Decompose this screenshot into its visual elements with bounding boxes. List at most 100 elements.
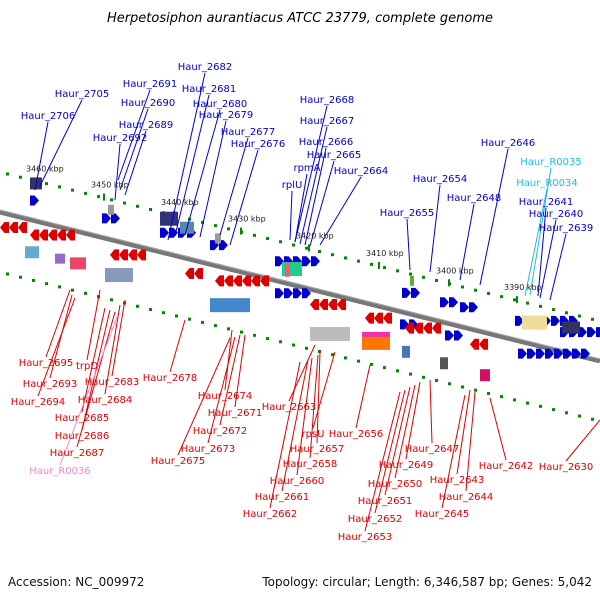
ruler-dot bbox=[266, 337, 269, 341]
top-gene-label: Haur_2665 bbox=[307, 150, 362, 161]
ruler-dot bbox=[58, 185, 61, 189]
bottom-leader-line bbox=[37, 297, 76, 397]
ruler-dot bbox=[487, 391, 490, 395]
top-leader-line bbox=[406, 218, 411, 271]
ruler-tick-label: 3410 kbp bbox=[366, 249, 404, 258]
top-leader-line bbox=[199, 120, 227, 238]
bottom-gene-label: Haur_2662 bbox=[243, 509, 298, 520]
ruler-dot bbox=[162, 311, 165, 315]
top-leader-line bbox=[294, 105, 328, 243]
reverse-gene-arrow bbox=[194, 267, 203, 279]
forward-gene-arrow bbox=[518, 348, 527, 359]
bottom-gene-label: Haur_2685 bbox=[55, 413, 110, 424]
bottom-gene-label: Haur_2661 bbox=[255, 492, 310, 503]
top-gene-label: Haur_2655 bbox=[380, 208, 435, 219]
bottom-leader-line bbox=[456, 389, 471, 475]
bottom-leader-line bbox=[374, 389, 406, 514]
ruler-dot bbox=[71, 188, 74, 192]
top-leader-line bbox=[479, 148, 509, 286]
bottom-gene-label: Haur_R0036 bbox=[29, 466, 91, 477]
genome-backbone bbox=[0, 209, 600, 364]
bottom-leader-line bbox=[49, 294, 73, 379]
forward-gene-arrow bbox=[160, 227, 169, 238]
ruler-dot bbox=[110, 298, 113, 302]
bottom-leader-line bbox=[355, 364, 371, 429]
ruler-dot bbox=[461, 385, 464, 389]
ruler-dot bbox=[578, 414, 581, 418]
top-leader-line bbox=[459, 203, 475, 281]
forward-gene-arrow bbox=[275, 256, 284, 267]
gene-feature-box bbox=[108, 204, 114, 215]
ruler-dot bbox=[214, 324, 217, 328]
bottom-leader-line bbox=[104, 304, 121, 395]
bottom-leader-line bbox=[86, 289, 101, 361]
top-gene-label: Haur_2677 bbox=[221, 127, 276, 138]
ruler-dot bbox=[409, 372, 412, 376]
ruler-dot bbox=[318, 349, 321, 353]
ruler-dot bbox=[71, 288, 74, 292]
forward-gene-arrow bbox=[445, 330, 454, 341]
gene-feature-box bbox=[402, 345, 410, 358]
reverse-gene-arrow bbox=[30, 229, 39, 241]
top-gene-label: Haur_2646 bbox=[481, 138, 536, 149]
top-leader-line bbox=[299, 126, 328, 245]
ruler-dot bbox=[6, 172, 9, 176]
bottom-gene-label: Haur_2650 bbox=[368, 479, 423, 490]
reverse-gene-arrow bbox=[479, 338, 488, 350]
forward-gene-arrow bbox=[311, 256, 320, 267]
ruler-dot bbox=[305, 346, 308, 350]
top-leader-line bbox=[524, 188, 548, 297]
top-leader-line bbox=[429, 184, 441, 273]
ruler-dot bbox=[84, 191, 87, 195]
ruler-dot bbox=[253, 233, 256, 237]
reverse-gene-arrow bbox=[405, 322, 414, 334]
gene-feature-box bbox=[522, 315, 547, 330]
ruler-dot bbox=[227, 227, 230, 231]
reverse-gene-arrow bbox=[337, 298, 346, 310]
ruler-dot bbox=[513, 398, 516, 402]
ruler-tick-label: 3450 kbp bbox=[91, 181, 129, 190]
ruler-dot bbox=[435, 279, 438, 283]
ruler-dot bbox=[565, 411, 568, 415]
reverse-gene-arrow bbox=[224, 275, 233, 287]
forward-gene-arrow bbox=[411, 287, 420, 298]
bottom-leader-line bbox=[269, 361, 301, 509]
forward-gene-arrow bbox=[469, 302, 478, 313]
ruler-dot bbox=[331, 353, 334, 357]
ruler-tick-label: 3460 kbp bbox=[26, 164, 64, 173]
ruler-dot bbox=[84, 291, 87, 295]
leader-lines-layer bbox=[34, 72, 600, 532]
ruler-dot bbox=[461, 285, 464, 289]
reverse-gene-arrow bbox=[328, 298, 337, 310]
bottom-gene-label: Haur_2630 bbox=[539, 462, 594, 473]
reverse-gene-arrow bbox=[57, 229, 66, 241]
gene-feature-box bbox=[160, 211, 178, 226]
bottom-leader-line bbox=[364, 391, 401, 532]
bottom-gene-label: Haur_2643 bbox=[430, 475, 485, 486]
ruler-tick-label: 3420 kbp bbox=[296, 232, 334, 241]
ruler-dot bbox=[565, 311, 568, 315]
reverse-gene-arrow bbox=[374, 312, 383, 324]
ruler-dot bbox=[32, 278, 35, 282]
reverse-gene-arrow bbox=[260, 275, 269, 287]
gene-feature-box bbox=[310, 326, 350, 341]
ruler-dot bbox=[266, 237, 269, 241]
top-leader-line bbox=[304, 147, 327, 246]
top-gene-label: Haur_R0035 bbox=[520, 157, 582, 168]
ruler-tick-mark bbox=[448, 279, 450, 287]
ruler-dot bbox=[500, 395, 503, 399]
ruler-dot bbox=[474, 388, 477, 392]
ruler-dot bbox=[513, 298, 516, 302]
top-gene-label: rpmA bbox=[293, 163, 320, 174]
ruler-dot bbox=[539, 304, 542, 308]
ruler-dot bbox=[292, 243, 295, 247]
top-gene-label: Haur_2666 bbox=[299, 137, 354, 148]
reverse-gene-arrow bbox=[18, 222, 27, 233]
bottom-gene-label: Haur_2645 bbox=[415, 509, 470, 520]
top-gene-label: Haur_2664 bbox=[334, 166, 389, 177]
bottom-gene-label: Haur_2678 bbox=[143, 373, 198, 384]
bottom-leader-line bbox=[111, 299, 126, 377]
reverse-gene-arrow bbox=[383, 312, 392, 324]
